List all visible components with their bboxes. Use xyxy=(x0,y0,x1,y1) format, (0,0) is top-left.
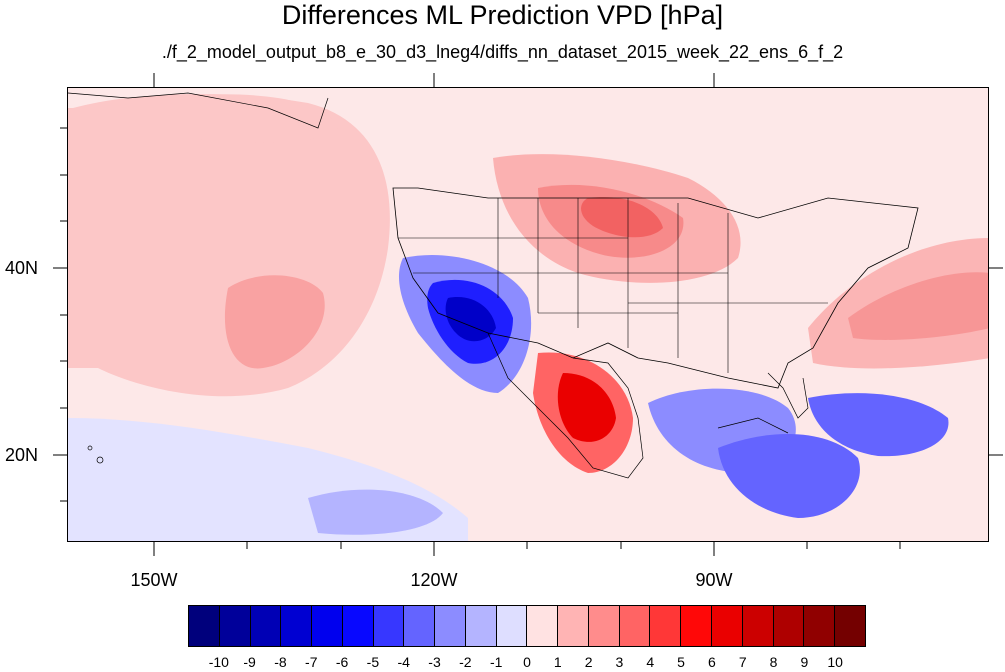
lat-ticks xyxy=(53,127,1003,502)
colorbar-tick-label: 0 xyxy=(523,654,531,670)
pacific-positive-core xyxy=(224,275,325,369)
florida-outline xyxy=(767,372,809,419)
northern-plains-peak xyxy=(581,197,663,238)
colorbar-cell xyxy=(527,606,559,646)
colorbar-tick-label: -4 xyxy=(397,654,410,670)
colorbar-tick-label: -3 xyxy=(428,654,441,670)
south-pacific-negative-patch xyxy=(308,489,443,535)
hawaii-island xyxy=(96,456,104,464)
map-panel xyxy=(67,87,989,542)
chart-title: Differences ML Prediction VPD [hPa] xyxy=(281,0,724,30)
colorbar-cell xyxy=(342,606,374,646)
colorbar-cell xyxy=(588,606,620,646)
colorbar-cell xyxy=(189,606,220,646)
colorbar-labels: -10 -9 -8 -7 -6 -5 -4 -3 -2 -1 0 1 2 3 4 5 6 7 8 9 10 xyxy=(188,654,866,672)
colorbar-tick-label: 5 xyxy=(677,654,685,670)
colorbar-tick-label: -9 xyxy=(243,654,256,670)
pacific-north-patch xyxy=(156,94,338,143)
lon-label-120w: 120W xyxy=(410,570,458,590)
colorbar-tick-label: 7 xyxy=(738,654,747,670)
colorbar-tick-label: 8 xyxy=(769,654,778,670)
southwest-negative-peak xyxy=(445,297,496,342)
colorbar-tick-label: 10 xyxy=(827,654,843,670)
colorbar-tick-label: -7 xyxy=(305,654,318,670)
colorbar-cell xyxy=(742,606,774,646)
colorbar xyxy=(188,605,866,647)
colorbar-cell xyxy=(404,606,436,646)
colorbar-cell xyxy=(712,606,743,646)
atlantic-positive-core xyxy=(848,272,988,340)
colorbar-cell xyxy=(219,606,251,646)
colorbar-cell xyxy=(373,606,405,646)
colorbar-cell xyxy=(312,606,343,646)
hawaii-island xyxy=(87,445,93,451)
atlantic-negative-region xyxy=(808,393,949,457)
colorbar-tick-label: -10 xyxy=(208,654,229,670)
colorbar-tick-label: 6 xyxy=(708,654,716,670)
colorbar-tick-label: 1 xyxy=(553,654,562,670)
lon-label-150w: 150W xyxy=(130,570,178,590)
colorbar-cell xyxy=(558,606,589,646)
colorbar-cell xyxy=(681,606,713,646)
cuba-outline xyxy=(717,417,789,434)
alaska-coast xyxy=(68,92,329,129)
colorbar-cell xyxy=(835,606,865,646)
colorbar-tick-label: -5 xyxy=(366,654,380,670)
colorbar-cell xyxy=(650,606,682,646)
mexico-positive-core xyxy=(557,373,616,442)
chart-subtitle: ./f_2_model_output_b8_e_30_d3_lneg4/diff… xyxy=(161,42,844,62)
colorbar-cell xyxy=(250,606,282,646)
colorbar-tick-label: 4 xyxy=(646,654,655,670)
colorbar-tick-label: -1 xyxy=(489,654,503,670)
colorbar-cell xyxy=(773,606,805,646)
colorbar-cell xyxy=(619,606,651,646)
colorbar-tick-label: 3 xyxy=(615,654,624,670)
colorbar-tick-label: -8 xyxy=(274,654,287,670)
colorbar-cell xyxy=(435,606,466,646)
colorbar-tick-label: 9 xyxy=(800,654,809,670)
colorbar-cell xyxy=(281,606,313,646)
caribbean-negative-region xyxy=(718,434,860,518)
colorbar-tick-label: 2 xyxy=(584,654,593,670)
colorbar-cell xyxy=(496,606,528,646)
lat-label-20n: 20N xyxy=(4,445,38,465)
lon-label-90w: 90W xyxy=(695,570,733,590)
lat-label-40n: 40N xyxy=(4,258,38,278)
colorbar-tick-label: -2 xyxy=(459,654,472,670)
colorbar-tick-label: -6 xyxy=(335,654,349,670)
colorbar-cell xyxy=(804,606,836,646)
vpd-difference-field xyxy=(68,92,988,541)
mexico-outline xyxy=(487,332,644,479)
colorbar-cell xyxy=(465,606,497,646)
state-boundaries xyxy=(398,198,828,373)
lon-ticks xyxy=(153,73,901,556)
